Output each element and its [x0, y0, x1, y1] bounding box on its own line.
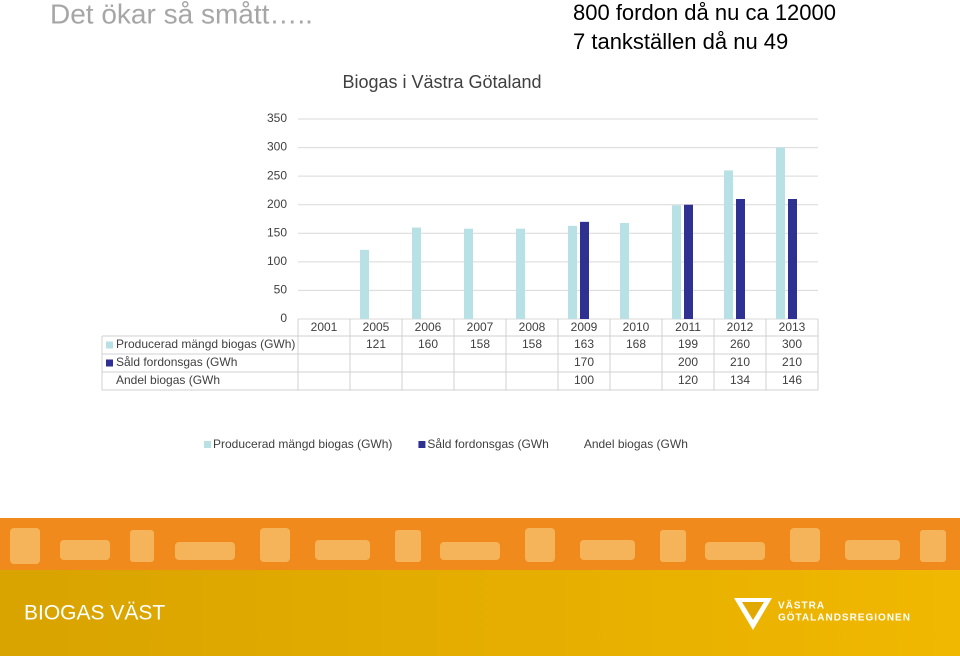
x-tick-label: 2013: [779, 320, 806, 334]
y-tick-label: 300: [267, 140, 287, 154]
bar: [788, 199, 797, 319]
logo-text: GÖTALANDSREGIONEN: [778, 611, 911, 624]
table-value: 160: [418, 337, 438, 351]
bar: [580, 221, 589, 319]
table-swatch: [106, 341, 113, 349]
bar: [516, 228, 525, 319]
x-tick-label: 2007: [467, 320, 494, 334]
bar: [684, 204, 693, 319]
table-value: 210: [782, 355, 802, 369]
table-swatch: [106, 359, 113, 367]
table-value: 260: [730, 337, 750, 351]
table-value: 100: [574, 373, 594, 387]
logo-text: VÄSTRA: [778, 599, 825, 612]
y-tick-label: 200: [267, 197, 287, 211]
table-value: 121: [366, 337, 386, 351]
legend-label: Producerad mängd biogas (GWh): [213, 437, 392, 451]
bar: [568, 225, 577, 319]
table-value: 170: [574, 355, 594, 369]
table-value: 120: [678, 373, 698, 387]
table-value: 199: [678, 337, 698, 351]
table-value: 158: [470, 337, 490, 351]
x-tick-label: 2001: [311, 320, 338, 334]
y-tick-label: 100: [267, 254, 287, 268]
legend-label: Andel biogas (GWh: [584, 437, 688, 451]
x-tick-label: 2009: [571, 320, 598, 334]
note: 7 tankställen då nu 49: [573, 29, 788, 54]
y-tick-label: 250: [267, 168, 287, 182]
table-value: 210: [730, 355, 750, 369]
bar: [736, 199, 745, 319]
y-tick-label: 0: [280, 311, 287, 325]
table-value: 200: [678, 355, 698, 369]
legend-swatch: [204, 441, 211, 448]
table-value: 134: [730, 373, 750, 387]
y-tick-label: 50: [274, 283, 288, 297]
y-tick-label: 350: [267, 111, 287, 125]
x-tick-label: 2008: [519, 320, 546, 334]
x-tick-label: 2005: [363, 320, 390, 334]
bar: [464, 228, 473, 319]
x-tick-label: 2012: [727, 320, 754, 334]
bar: [672, 205, 681, 319]
table-row-label: Producerad mängd biogas (GWh): [116, 337, 295, 351]
bar: [724, 170, 733, 319]
bar: [620, 223, 629, 319]
table-value: 300: [782, 337, 802, 351]
bar: [776, 147, 785, 319]
bar: [412, 227, 421, 319]
y-tick-label: 150: [267, 225, 287, 239]
legend-label: Såld fordonsgas (GWh: [427, 437, 548, 451]
x-tick-label: 2010: [623, 320, 650, 334]
bar: [360, 249, 369, 319]
note: 800 fordon då nu ca 12000: [573, 0, 836, 25]
footer-band: [0, 570, 960, 656]
x-tick-label: 2011: [675, 320, 701, 334]
logo-mark: [742, 602, 764, 620]
legend-swatch: [418, 441, 426, 448]
chart: 0 50 100 150 200 250 300 350 2001 2005 2006 2007 200…: [101, 111, 819, 451]
table-value: 163: [574, 337, 594, 351]
footer-text: BIOGAS VÄST: [24, 602, 165, 625]
table-row-label: Andel biogas (GWh: [116, 373, 220, 387]
table-value: 158: [522, 337, 542, 351]
slide-title: Det ökar så smått…..: [50, 0, 313, 29]
banner-illustration: [10, 528, 946, 564]
table-value: 146: [782, 373, 802, 387]
table-row-label: Såld fordonsgas (GWh: [116, 355, 237, 369]
x-tick-label: 2006: [415, 320, 442, 334]
chart-title: Biogas i Västra Götaland: [342, 72, 541, 92]
table-value: 168: [626, 337, 646, 351]
